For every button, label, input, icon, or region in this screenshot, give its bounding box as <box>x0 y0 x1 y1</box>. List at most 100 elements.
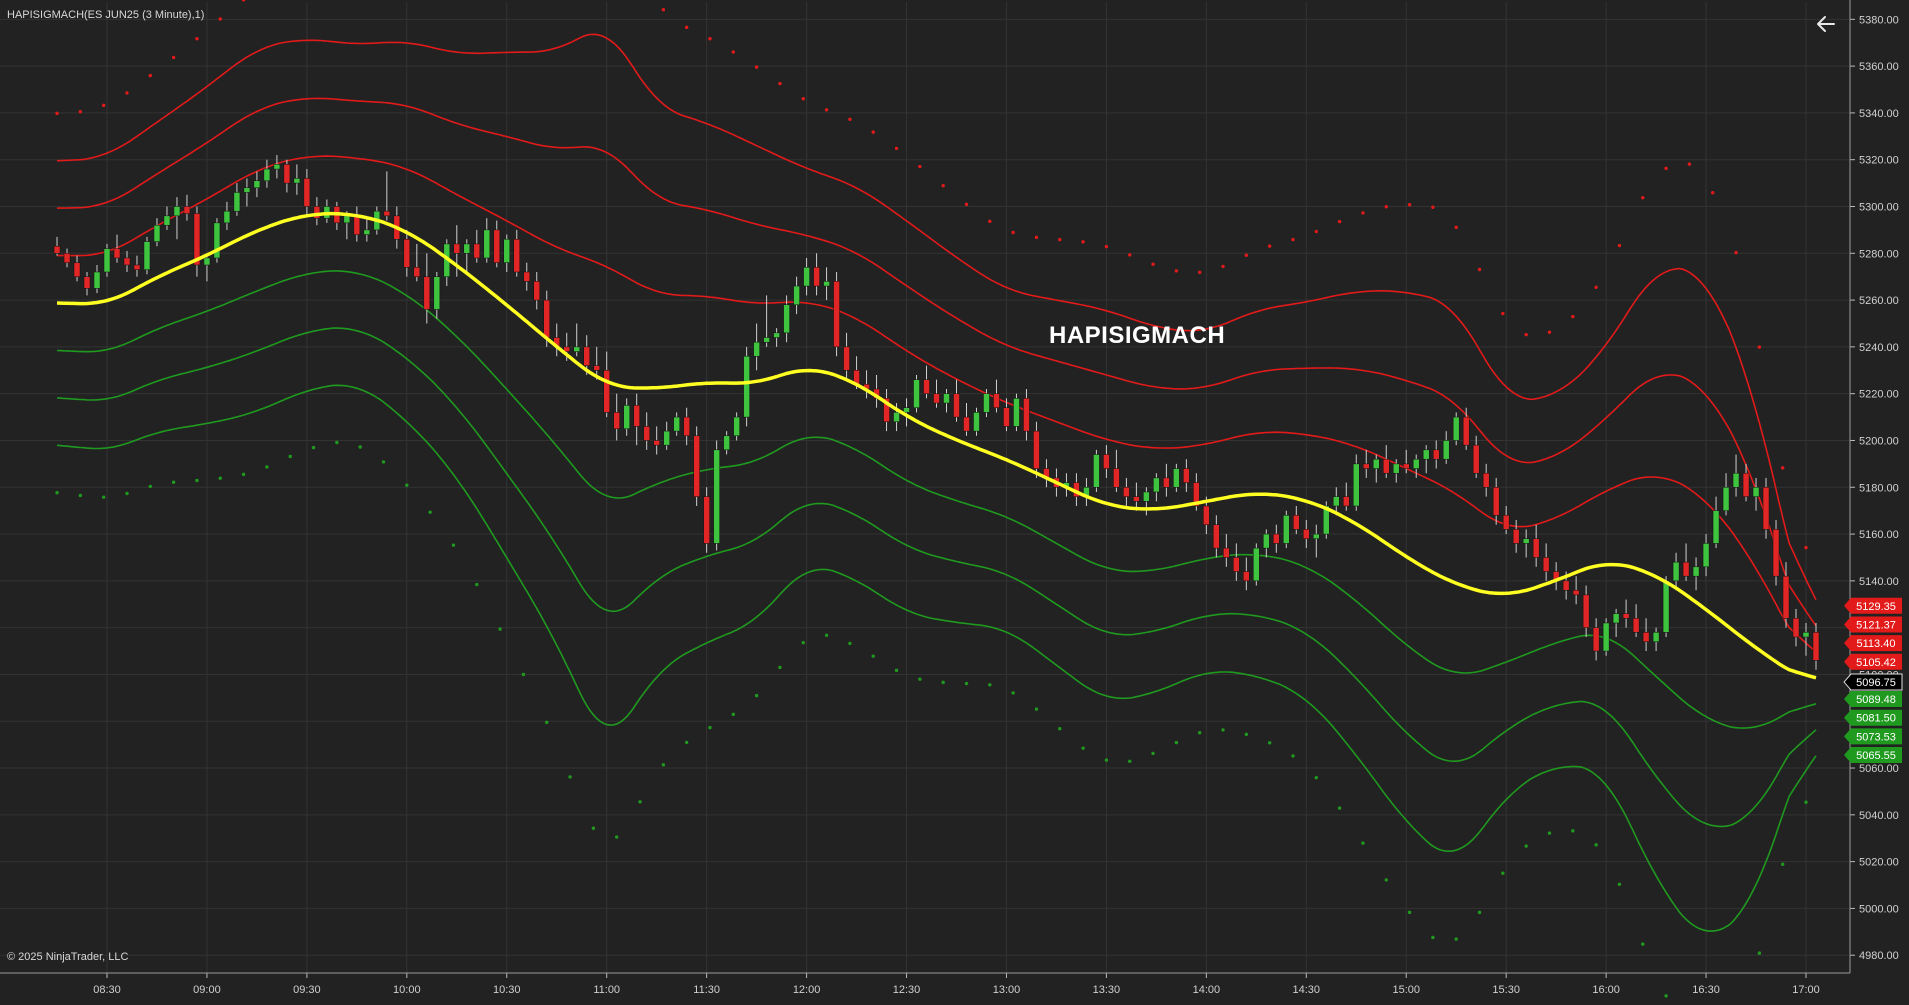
candle-body-up <box>163 215 171 226</box>
back-button[interactable] <box>1808 10 1842 38</box>
candle-body-up <box>1612 613 1620 624</box>
candle-body-down <box>563 346 570 352</box>
lower-dot <box>1454 937 1458 941</box>
lower-dot <box>848 641 852 646</box>
upper-dot <box>1757 345 1762 349</box>
candle-body-down <box>1363 463 1370 469</box>
candle <box>953 379 960 422</box>
candle-body-up <box>1253 547 1260 582</box>
price-tag-text: 5073.53 <box>1856 731 1896 743</box>
candle-body-down <box>1223 547 1230 558</box>
candle-body-up <box>743 355 750 418</box>
candle <box>923 365 930 399</box>
candle <box>1303 520 1310 549</box>
candle-body-down <box>843 346 850 371</box>
candle-body-up <box>803 267 810 287</box>
candle-body-down <box>123 257 131 266</box>
candle-body-down <box>963 416 970 432</box>
candle-body-up <box>673 416 680 432</box>
candle <box>1263 529 1270 558</box>
candle-body-up <box>573 346 580 352</box>
y-tick-label: 5060.00 <box>1859 763 1899 775</box>
lower-dot <box>824 633 829 637</box>
candle-body-up <box>1153 477 1160 493</box>
candle-body-down <box>1382 458 1390 474</box>
lower-dot <box>661 763 666 767</box>
candle-body-down <box>1772 529 1780 577</box>
lower-dot <box>1594 843 1598 847</box>
lower-dot <box>1058 727 1062 731</box>
candle <box>263 159 271 188</box>
candle <box>713 440 720 551</box>
lower-dot <box>708 725 712 730</box>
candle-body-down <box>1562 580 1570 591</box>
candle <box>1013 393 1020 432</box>
upper-dot <box>1477 267 1482 272</box>
candle-body-up <box>153 224 161 242</box>
candle <box>1442 431 1450 464</box>
lower-dot <box>638 800 642 804</box>
candle-body-down <box>283 164 291 184</box>
price-tag-bg <box>1843 673 1903 691</box>
lower-dot <box>1477 910 1482 915</box>
candle <box>1163 463 1170 497</box>
lower-dot <box>1641 942 1645 946</box>
candle <box>1792 608 1800 647</box>
upper-dot <box>218 17 222 21</box>
price-tag-bg <box>1844 597 1902 614</box>
candle <box>773 328 780 347</box>
candle <box>663 421 670 450</box>
lower-dot <box>1337 806 1342 810</box>
y-tick-label: 5140.00 <box>1859 576 1899 588</box>
candle <box>1363 449 1370 478</box>
candle <box>653 426 660 455</box>
candle <box>1752 477 1760 511</box>
arrow-left-icon <box>1817 16 1835 32</box>
candle-body-down <box>83 276 91 289</box>
candle <box>933 379 940 408</box>
candle <box>1762 477 1770 539</box>
x-tick-label: 09:00 <box>193 984 221 996</box>
lower-dot <box>1104 758 1109 762</box>
candle-body-down <box>543 299 550 338</box>
candle <box>833 272 840 357</box>
candle-body-down <box>353 215 361 235</box>
price-tag-last: 5096.75 <box>1843 673 1903 691</box>
upper-dot <box>1267 244 1272 248</box>
candle-body-down <box>953 393 960 418</box>
candle-body-down <box>1343 496 1350 507</box>
candle <box>313 197 321 226</box>
candle <box>233 183 241 216</box>
candle <box>283 159 291 193</box>
lower-dot <box>941 680 945 685</box>
upper-dot <box>1734 250 1738 255</box>
candle-body-up <box>1732 472 1740 488</box>
candle <box>1243 557 1250 591</box>
candle <box>1283 510 1290 549</box>
candle <box>53 236 61 256</box>
upper-dot <box>754 65 759 69</box>
candle <box>1682 543 1690 581</box>
upper-dot <box>1454 225 1458 230</box>
lower-dot <box>288 454 292 459</box>
candle-body-up <box>733 416 740 437</box>
candle-body-up <box>1263 533 1270 549</box>
y-tick-label: 5360.00 <box>1859 61 1899 73</box>
lower-band-1 <box>56 270 1817 729</box>
candle-body-down <box>1482 472 1490 488</box>
upper-dot <box>241 0 246 2</box>
candle-body-up <box>463 243 471 254</box>
price-tag-text: 5089.48 <box>1856 694 1896 706</box>
candle <box>523 262 531 291</box>
candle-body-up <box>1143 491 1150 502</box>
x-tick-label: 08:30 <box>93 984 121 996</box>
upper-dot <box>1221 264 1225 269</box>
upper-dot <box>1431 205 1435 209</box>
x-tick-label: 09:30 <box>293 984 321 996</box>
candle <box>943 388 950 413</box>
candle <box>1143 487 1150 516</box>
x-tick-label: 17:00 <box>1792 984 1820 996</box>
candle <box>783 295 790 343</box>
candle-body-down <box>53 246 61 254</box>
